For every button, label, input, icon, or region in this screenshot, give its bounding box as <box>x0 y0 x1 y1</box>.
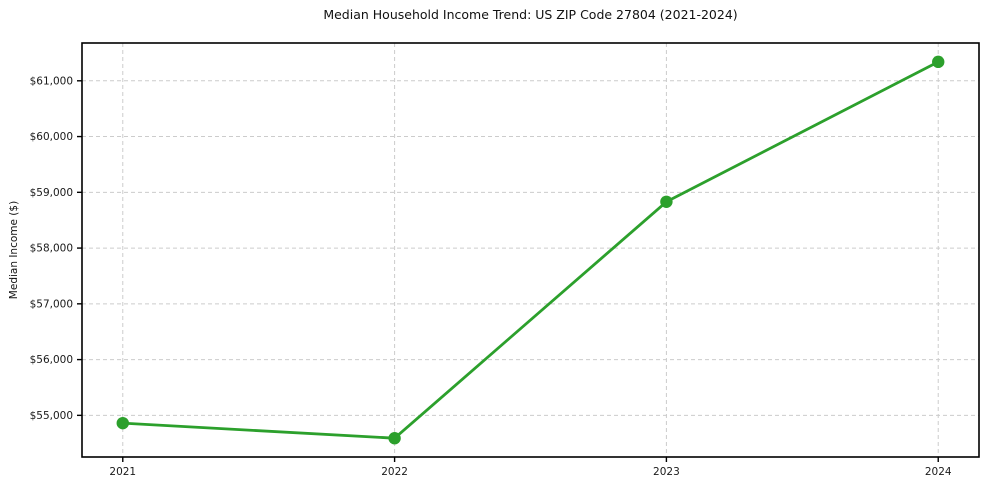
plot-frame <box>81 42 980 458</box>
data-point-marker <box>660 195 673 208</box>
y-tick-label: $57,000 <box>30 298 73 310</box>
y-tick-label: $61,000 <box>30 75 73 87</box>
series-line <box>121 60 940 440</box>
data-point-marker <box>932 55 945 69</box>
y-tick-label: $56,000 <box>30 354 73 366</box>
data-point-marker <box>116 416 129 430</box>
y-tick-label: $55,000 <box>30 410 73 422</box>
chart-title: Median Household Income Trend: US ZIP Co… <box>323 7 738 22</box>
data-point-marker <box>388 432 401 445</box>
y-tick-label: $59,000 <box>30 187 73 199</box>
x-tick-label: 2023 <box>653 466 680 478</box>
x-tick-label: 2024 <box>925 466 952 478</box>
x-tick-label: 2021 <box>109 466 136 478</box>
y-tick-label: $60,000 <box>30 131 73 143</box>
x-tick-label: 2022 <box>381 466 408 478</box>
y-tick-label: $58,000 <box>30 243 73 255</box>
